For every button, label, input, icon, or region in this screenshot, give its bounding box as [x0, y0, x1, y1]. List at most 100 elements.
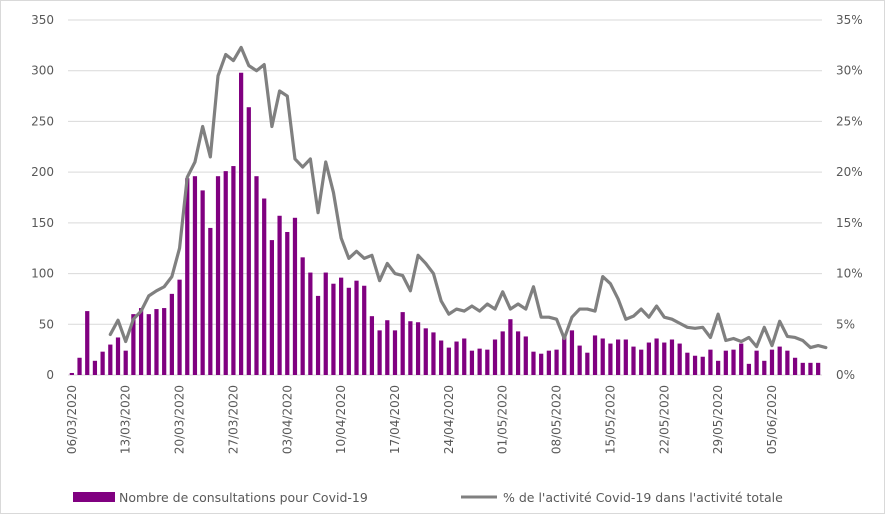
bar — [215, 176, 221, 375]
bar — [777, 346, 782, 375]
legend: Nombre de consultations pour Covid-19 % … — [73, 490, 783, 505]
left-axis-ticks: 0 50 100 150 200 250 300 350 — [31, 13, 54, 382]
right-tick-label: 5% — [836, 317, 855, 331]
bar — [569, 330, 575, 375]
legend-bar-label: Nombre de consultations pour Covid-19 — [119, 490, 368, 505]
bar — [185, 178, 190, 375]
bar — [69, 372, 74, 375]
bar — [662, 342, 667, 375]
bar — [392, 330, 398, 375]
bar — [585, 352, 590, 375]
bar — [254, 176, 259, 375]
bar — [123, 350, 128, 375]
bar — [377, 330, 382, 375]
bar — [277, 215, 282, 375]
bar-series — [69, 72, 821, 376]
bar — [415, 322, 421, 375]
x-tick-label: 05/06/2020 — [765, 385, 779, 454]
left-tick-label: 250 — [31, 114, 54, 128]
bar — [692, 355, 698, 375]
bar — [131, 314, 136, 375]
bar — [746, 363, 752, 375]
bar — [77, 357, 82, 375]
bar — [531, 351, 536, 375]
bar — [631, 346, 636, 375]
left-tick-label: 200 — [31, 165, 54, 179]
bar — [685, 352, 690, 375]
bar — [739, 343, 744, 375]
bar — [708, 349, 713, 375]
bar — [439, 340, 444, 375]
bar — [700, 356, 705, 375]
bar — [523, 336, 528, 375]
bar — [323, 272, 328, 375]
x-tick-label: 29/05/2020 — [711, 385, 725, 454]
bar — [339, 277, 344, 375]
x-tick-label: 22/05/2020 — [657, 385, 671, 454]
right-tick-label: 0% — [836, 368, 855, 382]
bar — [177, 279, 182, 375]
bar — [646, 342, 651, 375]
bar — [554, 349, 559, 375]
x-tick-label: 10/04/2020 — [334, 385, 348, 454]
bar — [546, 350, 551, 375]
bar — [539, 353, 544, 375]
bar — [331, 283, 336, 375]
bar — [754, 350, 759, 375]
bar — [454, 341, 459, 375]
right-tick-label: 35% — [836, 13, 863, 27]
bar — [500, 331, 505, 375]
bar — [85, 311, 90, 375]
bar — [808, 362, 813, 375]
left-tick-label: 50 — [39, 317, 54, 331]
legend-line-label: % de l'activité Covid-19 dans l'activité… — [503, 490, 783, 505]
bar — [192, 176, 198, 375]
bar — [315, 295, 321, 375]
x-tick-label: 24/04/2020 — [442, 385, 456, 454]
bar — [208, 227, 213, 375]
bar — [677, 343, 682, 375]
bar — [300, 257, 305, 375]
left-tick-label: 0 — [46, 368, 54, 382]
bar — [623, 339, 628, 375]
bar — [400, 312, 405, 375]
bar — [92, 360, 98, 375]
bar — [654, 338, 659, 375]
bar — [354, 280, 359, 375]
bar — [608, 343, 613, 375]
bar — [154, 309, 159, 375]
x-tick-label: 03/04/2020 — [280, 385, 294, 454]
bar — [731, 349, 736, 375]
left-tick-label: 300 — [31, 64, 54, 78]
bar — [600, 338, 605, 375]
bar — [292, 217, 298, 375]
bar — [562, 334, 567, 375]
bar — [762, 360, 767, 375]
x-tick-label: 13/03/2020 — [119, 385, 133, 454]
bar — [492, 339, 498, 375]
bar — [431, 332, 436, 375]
bar — [231, 166, 236, 375]
bar — [423, 328, 428, 375]
bar — [816, 362, 821, 375]
line-series — [108, 45, 828, 350]
bar — [469, 350, 475, 375]
bar — [515, 331, 521, 375]
right-tick-label: 10% — [836, 267, 863, 281]
bar — [508, 319, 513, 375]
bar — [639, 349, 644, 375]
bar — [346, 287, 351, 375]
bar — [246, 107, 251, 375]
bar — [485, 349, 490, 375]
bar — [223, 171, 228, 375]
right-axis-ticks: 0% 5% 10% 15% 20% 25% 30% 35% — [836, 13, 863, 382]
bar — [792, 357, 798, 375]
bar — [200, 190, 205, 375]
bar — [369, 316, 375, 375]
bar — [100, 351, 105, 375]
left-tick-label: 150 — [31, 216, 54, 230]
bar — [162, 308, 167, 375]
bar — [446, 347, 451, 375]
bar — [408, 321, 413, 375]
bar — [723, 350, 728, 375]
